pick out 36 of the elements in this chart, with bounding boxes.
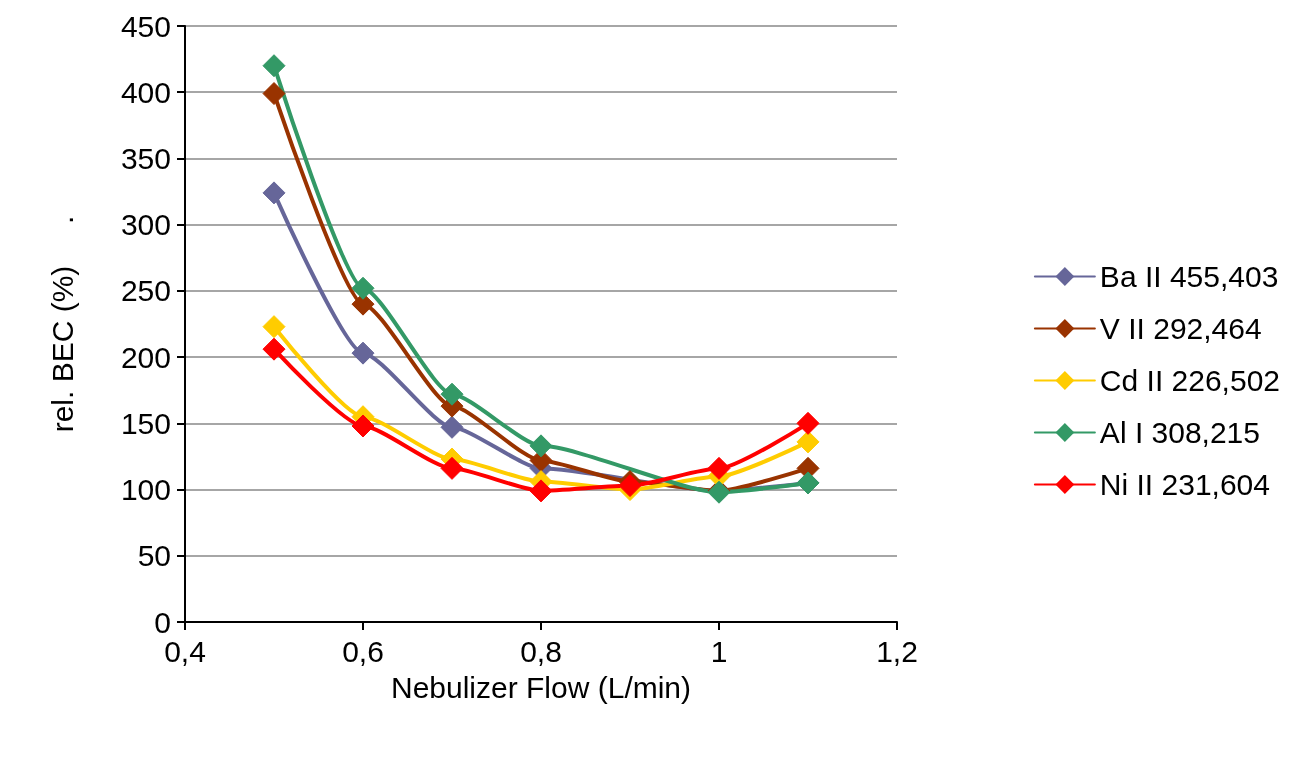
legend-label: V II 292,464 xyxy=(1099,312,1262,345)
x-tick-label: 1,2 xyxy=(876,634,918,668)
point xyxy=(529,479,553,503)
point xyxy=(529,434,553,458)
y-tick-label: 300 xyxy=(120,208,171,242)
x-tick-label: 0,6 xyxy=(342,634,384,668)
point xyxy=(440,415,464,439)
x-axis-title: Nebulizer Flow (L/min) xyxy=(390,670,692,704)
y-tick-label: 450 xyxy=(120,9,171,43)
legend-label: Ni II 231,604 xyxy=(1099,468,1270,501)
y-tick-label: 200 xyxy=(120,340,171,374)
y-tick-label: 350 xyxy=(120,141,171,175)
point xyxy=(707,456,731,480)
legend-label: Cd II 226,502 xyxy=(1099,364,1281,397)
point xyxy=(796,430,820,454)
point xyxy=(262,82,286,106)
point xyxy=(351,414,375,438)
y-tick-label: 400 xyxy=(120,75,171,109)
point xyxy=(440,456,464,480)
point xyxy=(262,181,286,205)
point xyxy=(262,337,286,361)
point xyxy=(440,382,464,406)
y-tick-label: 250 xyxy=(120,274,171,308)
point xyxy=(262,54,286,78)
point xyxy=(796,411,820,435)
point xyxy=(351,341,375,365)
point xyxy=(351,276,375,300)
legend-label: Al I 308,215 xyxy=(1099,416,1260,449)
x-tick-label: 0,8 xyxy=(520,634,562,668)
y-tick-label: 150 xyxy=(120,406,171,440)
x-tick-label: 1 xyxy=(710,634,728,668)
point xyxy=(262,315,286,339)
y-tick-label: 100 xyxy=(120,473,171,507)
y-tick-label: 50 xyxy=(137,539,171,573)
legend-label: Ba II 455,403 xyxy=(1099,260,1279,293)
y-axis-title: rel. BEC (%) . xyxy=(45,215,79,433)
